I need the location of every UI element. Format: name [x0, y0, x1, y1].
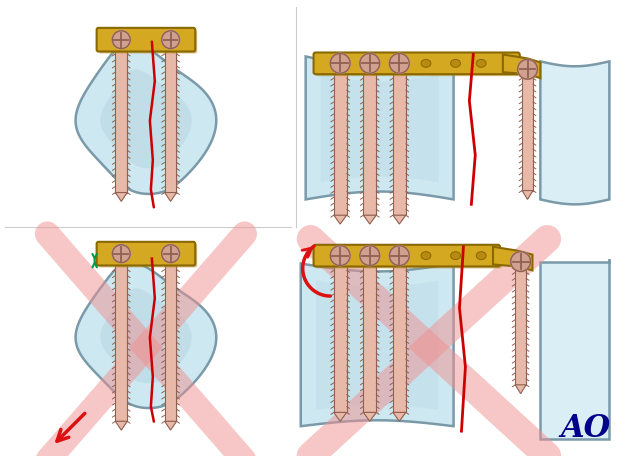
FancyBboxPatch shape [316, 56, 521, 77]
Polygon shape [394, 73, 407, 224]
Circle shape [511, 252, 531, 272]
Polygon shape [541, 62, 609, 205]
FancyBboxPatch shape [99, 31, 197, 54]
Circle shape [112, 245, 130, 263]
Polygon shape [393, 265, 405, 413]
Polygon shape [394, 265, 407, 420]
Polygon shape [321, 75, 438, 183]
Polygon shape [117, 264, 128, 429]
Polygon shape [115, 264, 127, 421]
Ellipse shape [451, 60, 461, 68]
Circle shape [389, 54, 409, 74]
Polygon shape [316, 281, 438, 410]
Polygon shape [165, 421, 177, 430]
Polygon shape [165, 31, 177, 193]
Polygon shape [334, 73, 347, 216]
Polygon shape [334, 265, 347, 413]
Circle shape [359, 245, 381, 267]
Polygon shape [363, 216, 376, 224]
Polygon shape [522, 73, 533, 191]
Circle shape [510, 251, 531, 273]
Polygon shape [334, 216, 347, 224]
Polygon shape [117, 31, 128, 201]
Circle shape [518, 60, 538, 80]
Polygon shape [165, 264, 177, 421]
Polygon shape [100, 289, 192, 384]
Circle shape [360, 54, 379, 74]
Polygon shape [363, 73, 376, 216]
Polygon shape [493, 247, 533, 271]
Polygon shape [522, 191, 533, 200]
Ellipse shape [362, 60, 372, 68]
Circle shape [112, 32, 130, 50]
Circle shape [162, 245, 179, 263]
Polygon shape [166, 264, 177, 429]
Circle shape [330, 246, 350, 266]
Circle shape [389, 246, 409, 266]
Polygon shape [541, 259, 609, 439]
FancyBboxPatch shape [99, 244, 197, 268]
Circle shape [329, 53, 351, 75]
Polygon shape [335, 265, 348, 420]
Polygon shape [393, 216, 405, 224]
Polygon shape [165, 193, 177, 202]
Circle shape [330, 54, 350, 74]
Polygon shape [363, 265, 376, 413]
Circle shape [161, 244, 180, 264]
Polygon shape [515, 385, 526, 394]
Ellipse shape [421, 252, 431, 260]
FancyBboxPatch shape [314, 245, 500, 267]
Polygon shape [335, 73, 348, 224]
Ellipse shape [391, 60, 401, 68]
Circle shape [516, 59, 538, 81]
Polygon shape [515, 267, 526, 385]
Polygon shape [516, 267, 527, 393]
Ellipse shape [421, 60, 431, 68]
Polygon shape [363, 413, 376, 421]
Polygon shape [301, 264, 454, 426]
FancyBboxPatch shape [316, 247, 502, 269]
Polygon shape [100, 70, 192, 169]
Text: AO: AO [560, 412, 610, 443]
FancyBboxPatch shape [314, 53, 520, 75]
Circle shape [389, 245, 410, 267]
Polygon shape [393, 413, 405, 421]
Circle shape [112, 244, 131, 264]
Circle shape [166, 36, 175, 45]
Ellipse shape [332, 252, 342, 260]
Polygon shape [76, 262, 216, 408]
Ellipse shape [362, 252, 372, 260]
Ellipse shape [451, 252, 461, 260]
Polygon shape [115, 421, 127, 430]
Polygon shape [365, 265, 377, 420]
Polygon shape [115, 31, 127, 193]
Ellipse shape [391, 252, 401, 260]
FancyBboxPatch shape [97, 29, 195, 52]
Polygon shape [166, 31, 177, 201]
Ellipse shape [332, 60, 342, 68]
Polygon shape [365, 73, 377, 224]
Circle shape [112, 31, 131, 50]
Polygon shape [503, 56, 541, 79]
Polygon shape [334, 413, 347, 421]
Circle shape [359, 53, 381, 75]
FancyBboxPatch shape [97, 242, 195, 266]
Circle shape [162, 32, 179, 50]
Ellipse shape [476, 60, 486, 68]
Polygon shape [76, 43, 216, 195]
Polygon shape [393, 73, 405, 216]
Circle shape [360, 246, 379, 266]
Polygon shape [306, 57, 454, 200]
Polygon shape [115, 193, 127, 202]
Circle shape [161, 31, 180, 50]
Circle shape [117, 36, 126, 45]
Circle shape [389, 53, 410, 75]
Circle shape [329, 245, 351, 267]
Polygon shape [523, 73, 534, 199]
Ellipse shape [476, 252, 486, 260]
